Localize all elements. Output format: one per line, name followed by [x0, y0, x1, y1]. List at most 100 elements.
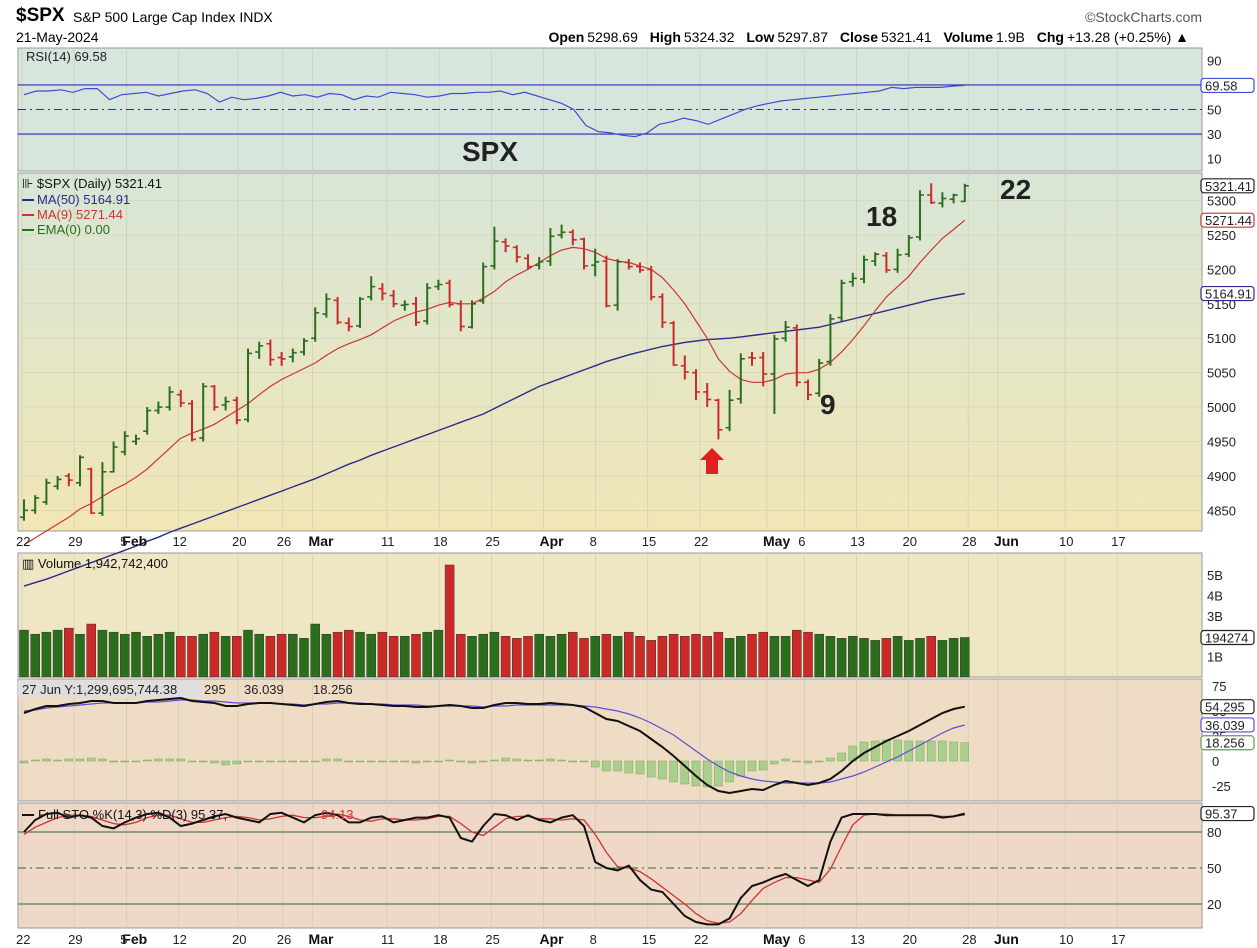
x-axis-label: 6 [798, 932, 805, 947]
volume-bar [702, 636, 712, 678]
macd-histogram-bar [75, 758, 85, 762]
x-axis-label: 28 [962, 534, 976, 549]
volume-bar [187, 636, 197, 678]
macd-histogram-bar [109, 760, 118, 763]
macd-histogram-bar [658, 760, 667, 780]
volume-bar [646, 640, 656, 678]
volume-bar [52, 629, 63, 678]
volume-bar [433, 629, 444, 678]
volume-bar [467, 636, 477, 678]
annotation-spx: SPX [462, 136, 518, 167]
macd-histogram-bar [960, 742, 969, 762]
macd-histogram-bar [490, 759, 499, 762]
volume-bar [198, 633, 208, 678]
x-axis-label: 12 [172, 932, 186, 947]
x-axis-label: Apr [540, 533, 565, 549]
volume-last-value-box [1200, 629, 1255, 646]
low-value: 5297.87 [777, 29, 828, 45]
volume-bar [288, 633, 298, 678]
volume-last-value: 194274 [1205, 630, 1248, 645]
volume-bar [164, 631, 175, 678]
volume-bar [265, 636, 276, 678]
volume-bar [366, 633, 376, 678]
macd-histogram-bar [647, 760, 656, 778]
price-tick-label: 5250 [1207, 228, 1236, 243]
macd-histogram-bar [456, 760, 465, 763]
volume-tick-label: 3B [1207, 609, 1223, 624]
chg-label: Chg [1036, 29, 1064, 45]
volume-bar [814, 633, 824, 678]
price-tick-label: 5000 [1207, 400, 1236, 415]
macd-histogram-bar [31, 759, 40, 762]
volume-bar [86, 623, 96, 678]
volume-bar [848, 636, 858, 678]
x-axis-label: 18 [433, 932, 447, 947]
price-tick-label: 4950 [1207, 435, 1236, 450]
macd-histogram-bar [333, 758, 342, 762]
volume-bar [657, 636, 668, 678]
macd-histogram-bar [19, 760, 29, 764]
volume-bar [590, 636, 600, 678]
macd-histogram-bar [512, 758, 521, 762]
x-axis-label: Feb [122, 931, 147, 947]
price-last-value: 5321.41 [1205, 179, 1252, 194]
annotation-9: 9 [820, 389, 836, 420]
macd-histogram-bar [423, 760, 432, 763]
macd-histogram-bar [411, 760, 421, 764]
x-axis-label: May [763, 533, 790, 549]
macd-histogram-bar [131, 760, 141, 763]
ma50-line [23, 292, 965, 587]
x-axis-label: Mar [309, 533, 334, 549]
stoch-title: Full STO %K(14,3) %D(3) 95.37, [38, 807, 227, 822]
price-last-value-box [1200, 178, 1255, 194]
price-tick-label: 4900 [1207, 469, 1236, 484]
volume-bar [243, 629, 253, 678]
macd-histogram-bar [803, 760, 813, 764]
x-axis-label: 13 [850, 534, 864, 549]
stoch-tick-label: 80 [1207, 825, 1221, 840]
x-axis-label: 17 [1111, 932, 1125, 947]
macd-hist-value-text: 18.256 [313, 682, 353, 697]
volume-bar [624, 631, 634, 678]
x-axis-label: 22 [694, 932, 708, 947]
rsi-tick-label: 90 [1207, 53, 1221, 68]
macd-tick-label: -25 [1212, 779, 1231, 794]
macd-signal-last-value: 36.039 [1205, 718, 1245, 733]
volume-bar [332, 631, 343, 678]
macd-histogram-bar [367, 760, 376, 763]
rsi-line [23, 84, 965, 138]
volume-bar [769, 636, 780, 678]
macd-histogram-bar [299, 760, 309, 763]
volume-bar [747, 633, 757, 678]
up-triangle-icon: ▲ [1175, 29, 1189, 45]
rsi-last-value-box [1200, 77, 1255, 94]
macd-histogram-bar [120, 760, 130, 763]
macd-histogram-bar [378, 760, 387, 763]
x-axis-label: 29 [68, 534, 82, 549]
x-axis-label: 13 [850, 932, 864, 947]
volume-bar [422, 631, 432, 678]
volume-bar [500, 636, 511, 678]
macd-tick-label: 0 [1212, 754, 1219, 769]
macd-histogram-bar [635, 760, 645, 775]
macd-histogram-bar [322, 758, 331, 762]
x-axis-label: Feb [122, 533, 147, 549]
volume-bar [792, 629, 802, 678]
macd-tooltip-text: 27 Jun Y:1,299,695,744.38 [22, 682, 177, 697]
volume-bar [489, 631, 500, 678]
macd-tick-label: 75 [1212, 679, 1226, 694]
volume-bar [881, 638, 892, 678]
x-axis-label: Jun [994, 533, 1019, 549]
macd-histogram-bar [871, 740, 880, 762]
rsi-last-value: 69.58 [1205, 78, 1238, 93]
macd-histogram-bar [86, 757, 96, 762]
macd-histogram-bar [42, 758, 51, 762]
ma9-last-value: 5271.44 [1205, 213, 1252, 228]
x-axis-label: 17 [1111, 534, 1125, 549]
macd-histogram-bar [915, 740, 925, 762]
annotation-22: 22 [1000, 174, 1031, 205]
macd-histogram-bar [949, 741, 958, 762]
volume-bar [870, 640, 880, 678]
up-arrow-icon [700, 448, 724, 474]
